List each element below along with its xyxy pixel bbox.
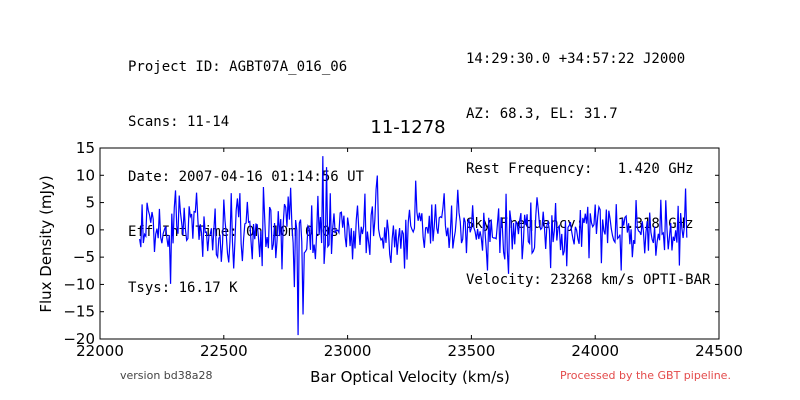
observation-info-right: 14:29:30.0 +34:57:22 J2000 AZ: 68.3, EL:… [466,13,710,307]
az-el-line: AZ: 68.3, EL: 31.7 [466,106,618,123]
velocity-line: Velocity: 23268 km/s OPTI-BAR [466,271,711,288]
tsys-line: Tsys: 16.17 K [128,279,238,296]
plot-frame [99,147,720,340]
x-tick-label: 24000 [571,342,619,360]
y-tick-label: 10 [76,166,95,184]
project-id-line: Project ID: AGBT07A_016_06 [128,58,348,75]
coordinates-line: 14:29:30.0 +34:57:22 J2000 [466,50,686,67]
x-tick-label: 22500 [200,342,248,360]
y-tick-label: 15 [76,139,95,157]
y-tick-label: 0 [85,221,95,239]
x-tick-label: 22000 [76,342,124,360]
date-line: Date: 2007-04-16 01:14:56 UT [128,169,365,186]
x-tick-label: 23500 [448,342,496,360]
pipeline-note: Processed by the GBT pipeline. [560,369,731,382]
chart-title: 11-1278 [370,117,445,138]
y-tick-label: −5 [73,248,95,266]
spectrum-line [139,156,688,336]
version-label: version bd38a28 [120,369,213,382]
x-tick-label: 24500 [695,342,743,360]
rest-frequency-line: Rest Frequency: 1.420 GHz [466,161,694,178]
y-tick-label: 5 [85,194,95,212]
x-axis-label: Bar Optical Velocity (km/s) [310,368,510,386]
y-tick-label: −10 [63,275,95,293]
y-tick-label: −15 [63,303,95,321]
y-axis-label: Flux Density (mJy) [37,175,55,312]
scans-line: Scans: 11-14 [128,114,230,131]
x-tick-label: 23000 [324,342,372,360]
y-tick-label: −20 [63,330,95,348]
